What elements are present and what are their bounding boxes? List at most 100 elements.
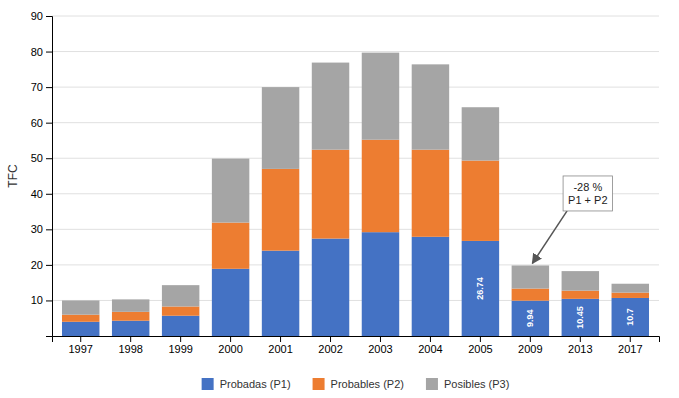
- annotation-arrow: [532, 211, 567, 263]
- x-tick-mark: [230, 336, 231, 342]
- bar: [212, 159, 249, 223]
- legend-item: Probadas (P1): [202, 378, 291, 390]
- grid-line: [52, 158, 659, 159]
- x-tick-mark: [480, 336, 481, 342]
- y-tick: 30: [31, 223, 52, 235]
- x-tick: 2002: [318, 336, 342, 355]
- data-label: 9.94: [525, 310, 535, 328]
- x-tick-label: 2013: [568, 343, 592, 355]
- x-tick: 2003: [368, 336, 392, 355]
- bar: [512, 301, 549, 336]
- bar: [462, 161, 499, 241]
- y-tick: 90: [31, 10, 52, 22]
- x-tick: 2004: [418, 336, 442, 355]
- data-label: 10.45: [575, 306, 585, 329]
- x-tick-label: 2017: [618, 343, 642, 355]
- y-axis: 10 20 30 40 50 60 70 80 90: [31, 10, 53, 336]
- bar: [512, 289, 549, 301]
- y-tick-label: 30: [31, 223, 43, 235]
- x-tick-mark: [630, 336, 631, 342]
- bar: [412, 237, 449, 336]
- annotation-line: -28 %: [573, 181, 602, 193]
- y-tick: 20: [31, 259, 52, 271]
- bar: [212, 269, 249, 336]
- y-tick-mark: [46, 265, 52, 266]
- y-tick: 50: [31, 152, 52, 164]
- legend-swatch: [313, 378, 325, 390]
- bar-series: [62, 232, 649, 336]
- y-tick-label: 90: [31, 10, 43, 22]
- legend: Probadas (P1)Probables (P2)Posibles (P3): [202, 378, 510, 390]
- y-tick-label: 20: [31, 259, 43, 271]
- x-tick-mark: [130, 336, 131, 342]
- bar-series: [62, 140, 649, 322]
- grid-line: [52, 264, 659, 265]
- legend-swatch: [426, 378, 438, 390]
- x-tick: 2005: [468, 336, 492, 355]
- bar: [162, 316, 199, 336]
- grid-line: [52, 122, 659, 123]
- bar: [262, 169, 299, 251]
- y-tick-mark: [46, 87, 52, 88]
- x-tick-label: 1999: [168, 343, 192, 355]
- data-labels: 26.749.9410.4510.7: [475, 277, 635, 328]
- y-tick-label: 10: [31, 294, 43, 306]
- legend-label: Posibles (P3): [444, 378, 509, 390]
- x-tick-label: 2002: [318, 343, 342, 355]
- y-tick-mark: [46, 16, 52, 17]
- bar: [262, 251, 299, 336]
- bar: [462, 107, 499, 160]
- bar: [562, 299, 599, 336]
- bar: [362, 232, 399, 336]
- bar: [612, 298, 649, 336]
- bar-series: [62, 53, 649, 315]
- bar: [562, 291, 599, 299]
- bar: [412, 64, 449, 149]
- bar: [212, 223, 249, 269]
- x-tick-label: 1997: [68, 343, 92, 355]
- x-tick: 2017: [618, 336, 642, 355]
- y-axis-title: TFC: [6, 164, 20, 188]
- annotation-text: -28 %P1 + P2: [568, 181, 607, 206]
- bar: [512, 265, 549, 288]
- legend-swatch: [202, 378, 214, 390]
- x-axis-line: [53, 337, 660, 343]
- y-tick-label: 70: [31, 81, 43, 93]
- x-tick-label: 2009: [518, 343, 542, 355]
- y-tick-mark: [46, 194, 52, 195]
- bar: [62, 300, 99, 314]
- x-tick-label: 2000: [218, 343, 242, 355]
- x-tick-mark: [430, 336, 431, 342]
- x-tick: 2009: [518, 336, 542, 355]
- grid-line: [52, 16, 659, 17]
- x-tick-label: 2003: [368, 343, 392, 355]
- x-tick-mark: [180, 336, 181, 342]
- data-label: 26.74: [475, 277, 485, 300]
- bar: [362, 53, 399, 140]
- x-tick: 1997: [68, 336, 92, 355]
- bar: [362, 140, 399, 232]
- y-tick-label: 40: [31, 188, 43, 200]
- bar: [112, 312, 149, 321]
- bar: [612, 284, 649, 293]
- y-tick: 60: [31, 117, 52, 129]
- x-tick-label: 2005: [468, 343, 492, 355]
- y-tick: 70: [31, 81, 52, 93]
- x-tick-mark: [380, 336, 381, 342]
- y-tick: 40: [31, 188, 52, 200]
- bar: [162, 306, 199, 315]
- y-tick: 80: [31, 46, 52, 58]
- grid: [52, 16, 659, 300]
- y-tick-mark: [46, 52, 52, 53]
- legend-item: Posibles (P3): [426, 378, 509, 390]
- x-tick: 2013: [568, 336, 592, 355]
- x-tick: 2000: [218, 336, 242, 355]
- bar: [562, 271, 599, 291]
- x-axis: 1997199819992000200120022003200420052009…: [53, 336, 660, 355]
- bar: [112, 299, 149, 311]
- y-tick-mark: [46, 300, 52, 301]
- grid-line: [52, 229, 659, 230]
- bar: [162, 285, 199, 306]
- bar: [612, 293, 649, 298]
- x-tick-label: 2001: [268, 343, 292, 355]
